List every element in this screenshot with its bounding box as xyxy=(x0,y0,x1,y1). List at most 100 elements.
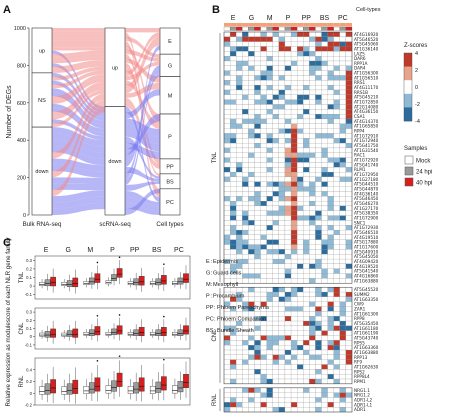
heatmap-cell xyxy=(248,287,255,293)
heatmap-cell xyxy=(266,359,273,365)
panel-b-heatmap xyxy=(223,31,353,413)
heatmap-cell xyxy=(242,229,249,236)
heatmap-cell xyxy=(303,80,310,86)
heatmap-cell xyxy=(297,249,304,255)
heatmap-cell xyxy=(339,104,347,110)
heatmap-cell xyxy=(303,244,310,250)
sample-bar-cell xyxy=(229,26,237,31)
heatmap-cell xyxy=(290,118,298,124)
sample-bar-cell xyxy=(333,26,340,31)
heatmap-cell xyxy=(290,215,298,221)
heatmap-cell xyxy=(297,176,304,182)
heatmap-cell xyxy=(242,374,249,380)
heatmap-cell xyxy=(242,263,249,269)
heatmap-cell xyxy=(272,369,279,375)
celltype-bar-cell xyxy=(236,23,243,27)
heatmap-cell xyxy=(242,234,249,240)
gene-label: AT5G41750 xyxy=(354,143,379,148)
heatmap-cell xyxy=(272,94,279,100)
heatmap-cell xyxy=(345,215,353,221)
heatmap-cell xyxy=(254,89,261,95)
heatmap-cell xyxy=(297,104,304,110)
heatmap-cell xyxy=(327,244,334,250)
c-y-tick-label: -0.1 xyxy=(25,292,33,297)
heatmap-cell xyxy=(333,128,340,134)
heatmap-cell xyxy=(333,109,340,115)
heatmap-cell xyxy=(272,407,279,413)
stratum-box xyxy=(31,126,53,216)
gene-label: AT5G41740 xyxy=(354,162,379,167)
heatmap-cell xyxy=(284,94,292,100)
heatmap-cell xyxy=(229,41,237,47)
celltype-separator: : xyxy=(214,317,216,323)
heatmap-cell xyxy=(242,349,249,355)
heatmap-cell xyxy=(303,268,310,274)
heatmap-cell xyxy=(339,254,347,260)
heatmap-cell xyxy=(236,378,243,384)
heatmap-cell xyxy=(303,157,310,163)
heatmap-cell xyxy=(333,65,340,71)
heatmap-cell xyxy=(321,176,328,182)
heatmap-cell xyxy=(321,263,328,269)
celltype-abbr: G xyxy=(206,271,210,277)
heatmap-cell xyxy=(272,104,279,110)
heatmap-cell xyxy=(254,278,261,284)
heatmap-cell xyxy=(266,287,273,293)
heatmap-cell xyxy=(229,128,237,134)
column-label: scRNA-seq xyxy=(99,221,131,228)
heatmap-cell xyxy=(297,172,304,178)
heatmap-cell xyxy=(339,359,347,365)
heatmap-cell xyxy=(303,311,310,317)
heatmap-cell xyxy=(266,244,273,250)
heatmap-cell xyxy=(321,340,328,346)
heatmap-cell xyxy=(229,196,237,202)
heatmap-cell xyxy=(223,109,231,115)
box-body xyxy=(111,328,117,336)
heatmap-cell xyxy=(260,325,267,331)
gene-label: AT4G09420 xyxy=(354,259,379,264)
heatmap-cell xyxy=(339,349,347,355)
gene-label: AT5G35450 xyxy=(354,321,379,326)
heatmap-cell xyxy=(223,104,231,110)
heatmap-cell xyxy=(303,200,310,207)
heatmap-cell xyxy=(236,397,243,403)
heatmap-cell xyxy=(278,291,286,297)
heatmap-cell xyxy=(290,191,298,197)
heatmap-cell xyxy=(327,263,334,269)
heatmap-cell xyxy=(254,349,261,355)
box-body xyxy=(149,386,156,394)
heatmap-cell xyxy=(290,162,298,168)
heatmap-cell xyxy=(284,345,292,351)
heatmap-cell xyxy=(297,89,304,95)
heatmap-cell xyxy=(315,104,322,110)
heatmap-cell xyxy=(309,340,316,346)
heatmap-cell xyxy=(309,325,316,331)
heatmap-cell xyxy=(333,51,340,57)
heatmap-cell xyxy=(309,330,316,336)
heatmap-cell xyxy=(266,378,273,384)
heatmap-cell xyxy=(333,291,340,297)
box-body xyxy=(50,276,56,287)
alluvial-flow xyxy=(125,72,160,185)
heatmap-cell xyxy=(321,249,328,255)
heatmap-cell xyxy=(321,196,328,202)
heatmap-cell xyxy=(229,374,237,380)
celltype-group-label: M xyxy=(267,15,273,22)
heatmap-cell xyxy=(284,340,292,346)
heatmap-cell xyxy=(339,133,347,139)
heatmap-cell xyxy=(290,244,298,250)
heatmap-cell xyxy=(333,123,340,129)
c-y-tick-label: 0.4 xyxy=(26,367,32,372)
heatmap-cell xyxy=(333,273,340,279)
heatmap-cell xyxy=(248,65,255,71)
gene-label: ADR1-L1 xyxy=(354,402,373,407)
heatmap-cell xyxy=(290,99,298,105)
heatmap-cell xyxy=(236,200,243,207)
heatmap-cell xyxy=(266,374,273,380)
heatmap-cell xyxy=(229,345,237,351)
heatmap-cell xyxy=(339,364,347,370)
heatmap-cell xyxy=(278,157,286,163)
box-body xyxy=(111,380,117,392)
heatmap-cell xyxy=(303,392,310,398)
